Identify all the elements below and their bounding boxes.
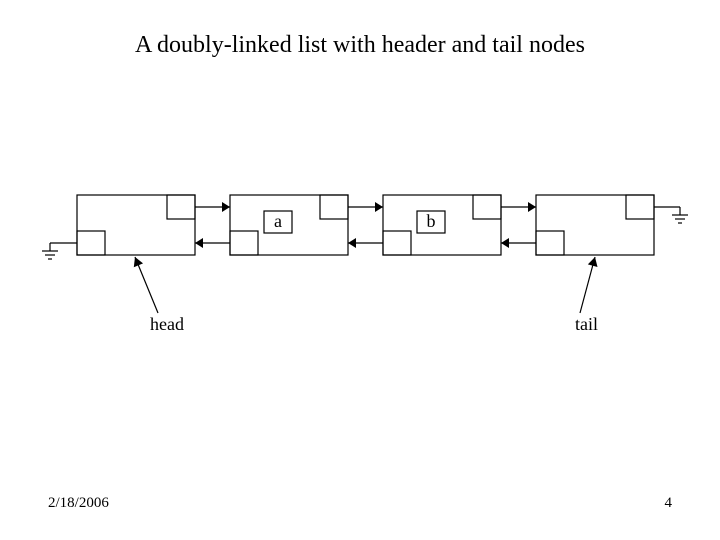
footer-page-number: 4 bbox=[665, 495, 673, 512]
pointer-label-head: head bbox=[134, 257, 184, 334]
node-b: b bbox=[383, 195, 501, 255]
node-n3 bbox=[536, 195, 654, 255]
node-n0 bbox=[77, 195, 195, 255]
footer-date: 2/18/2006 bbox=[48, 495, 109, 512]
svg-text:b: b bbox=[427, 211, 436, 231]
slide-title: A doubly-linked list with header and tai… bbox=[0, 32, 720, 59]
svg-text:a: a bbox=[274, 211, 282, 231]
pointer-label-tail: tail bbox=[575, 257, 598, 334]
svg-text:head: head bbox=[150, 314, 184, 334]
linked-list-diagram: a b head tail bbox=[30, 185, 690, 385]
svg-text:tail: tail bbox=[575, 314, 598, 334]
node-a: a bbox=[230, 195, 348, 255]
